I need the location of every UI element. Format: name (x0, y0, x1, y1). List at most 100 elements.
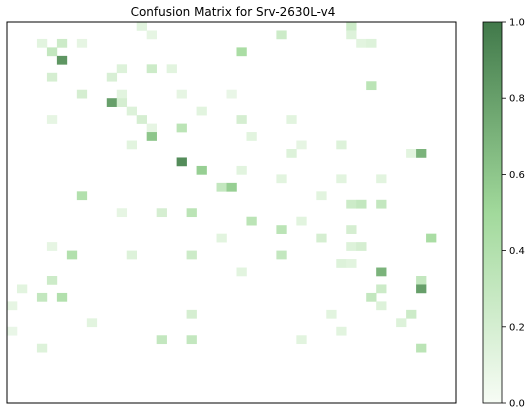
heatmap-cell (86, 318, 98, 328)
heatmap-cell (146, 30, 157, 40)
heatmap-cells (7, 22, 437, 353)
heatmap-cell (7, 326, 18, 336)
heatmap-cell (376, 284, 387, 294)
heatmap-cell (346, 199, 357, 209)
heatmap-cell (116, 98, 128, 107)
heatmap-cell (116, 208, 128, 218)
colorbar-tick-label: 0.8 (509, 94, 525, 105)
heatmap-cell (226, 89, 237, 99)
colorbar-tick-label: 1.0 (509, 18, 525, 29)
heatmap-cell (46, 242, 58, 251)
heatmap-cell (236, 47, 247, 57)
heatmap-cell (416, 276, 427, 285)
heatmap-cell (186, 309, 197, 319)
heatmap-cell (166, 64, 177, 74)
heatmap-cell (156, 208, 167, 218)
heatmap-cell (416, 343, 427, 353)
heatmap-cell (236, 267, 247, 277)
heatmap-cell (116, 64, 128, 74)
heatmap-cell (56, 55, 68, 65)
heatmap-cell (106, 98, 118, 107)
heatmap-cell (136, 22, 147, 31)
heatmap-cell (216, 233, 227, 243)
heatmap-cell (366, 38, 377, 48)
heatmap-cell (7, 301, 18, 311)
plot-frame (6, 21, 457, 404)
heatmap-cell (316, 191, 327, 201)
heatmap-cell (336, 259, 347, 268)
heatmap-cell (236, 115, 247, 124)
heatmap-cell (46, 47, 58, 57)
heatmap-cell (276, 225, 287, 234)
heatmap-cell (146, 123, 157, 133)
heatmap-cell (116, 89, 128, 99)
heatmap-cell (336, 140, 347, 150)
heatmap-cell (376, 301, 387, 311)
heatmap-cell (236, 165, 247, 175)
heatmap-cell (126, 250, 138, 260)
heatmap-cell (126, 140, 138, 150)
heatmap-cell (36, 292, 48, 302)
heatmap-cell (66, 250, 78, 260)
heatmap-cell (416, 149, 427, 158)
heatmap-cell (396, 318, 407, 328)
heatmap-cell (156, 335, 167, 345)
heatmap-cell (16, 284, 28, 294)
heatmap-cell (326, 309, 337, 319)
colorbar-tick-label: 0.4 (509, 246, 525, 257)
heatmap-cell (126, 106, 138, 116)
chart-title: Confusion Matrix for Srv-2630L-v4 (131, 5, 336, 19)
heatmap-cell (366, 81, 377, 91)
heatmap-cell (196, 106, 207, 116)
heatmap-cell (176, 123, 187, 133)
heatmap-cell (346, 259, 357, 268)
heatmap-cell (196, 165, 207, 175)
heatmap-cell (46, 276, 58, 285)
heatmap-cell (226, 182, 237, 192)
heatmap-cell (316, 233, 327, 243)
heatmap-cell (406, 309, 417, 319)
heatmap-cell (56, 38, 68, 48)
heatmap-cell (146, 132, 157, 141)
heatmap-cell (36, 38, 48, 48)
heatmap-cell (366, 292, 377, 302)
colorbar-tick-label: 0.6 (509, 170, 525, 181)
heatmap-cell (216, 182, 227, 192)
heatmap-cell (176, 157, 187, 167)
heatmap-cell (146, 64, 157, 74)
heatmap-cell (136, 115, 147, 124)
colorbar-tick-label: 0.2 (509, 322, 525, 333)
heatmap-cell (346, 225, 357, 234)
heatmap-cell (356, 38, 367, 48)
heatmap-cell (376, 267, 387, 277)
heatmap-cell (336, 326, 347, 336)
heatmap-cell (286, 149, 297, 158)
heatmap-cell (416, 284, 427, 294)
heatmap-cell (376, 174, 387, 184)
heatmap-cell (276, 30, 287, 40)
heatmap-cell (176, 89, 187, 99)
heatmap-cell (76, 89, 88, 99)
heatmap-cell (46, 115, 58, 124)
colorbar (482, 21, 503, 404)
heatmap-cell (376, 199, 387, 209)
heatmap-cell (426, 233, 437, 243)
heatmap-cell (246, 216, 257, 226)
heatmap-cell (76, 191, 88, 201)
heatmap-cell (186, 250, 197, 260)
heatmap-cell (346, 22, 357, 31)
heatmap-cell (46, 72, 58, 82)
colorbar-ticks: 0.0 0.2 0.4 0.6 0.8 1.0 (502, 18, 525, 410)
heatmap-cell (296, 335, 307, 345)
heatmap-cell (36, 343, 48, 353)
heatmap-cell (356, 199, 367, 209)
heatmap-cell (296, 140, 307, 150)
heatmap-cell (56, 292, 68, 302)
heatmap-cell (276, 174, 287, 184)
heatmap-cell (346, 242, 357, 251)
heatmap-cell (336, 174, 347, 184)
heatmap-cell (286, 115, 297, 124)
heatmap-cell (106, 72, 118, 82)
heatmap-cell (186, 335, 197, 345)
